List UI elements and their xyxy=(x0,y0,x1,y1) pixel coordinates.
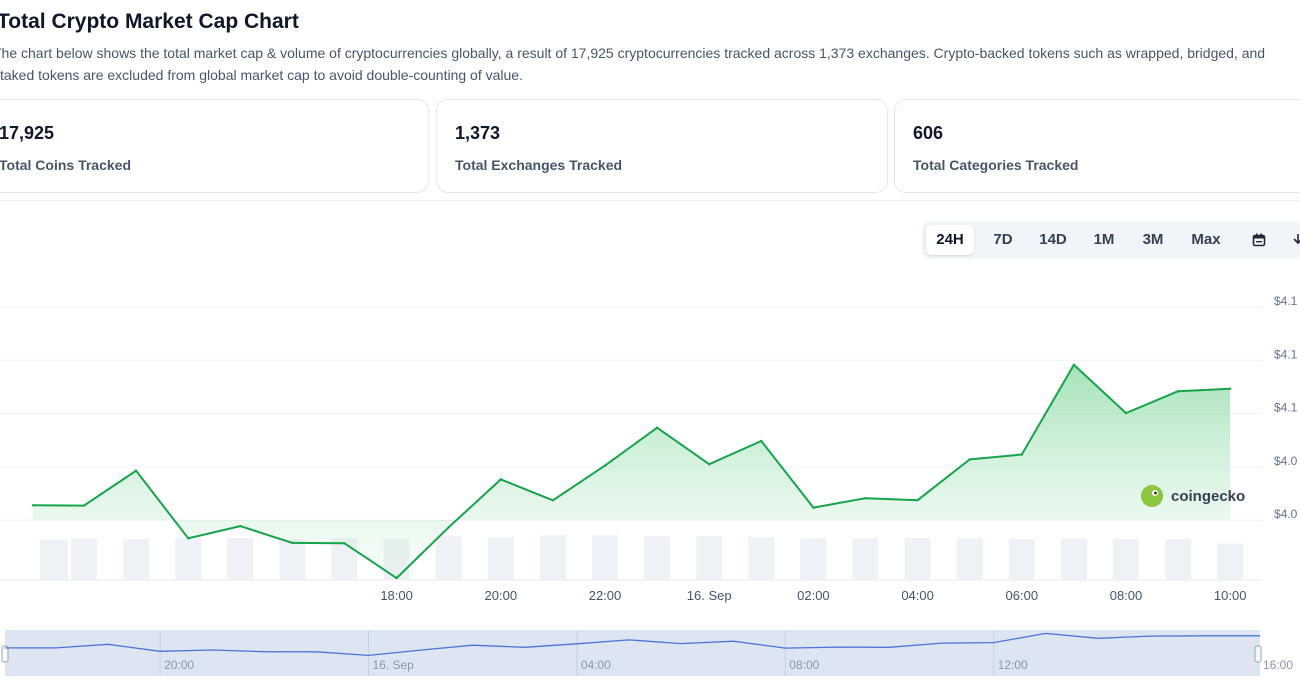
volume-bar xyxy=(696,536,723,580)
x-tick-label: 02:00 xyxy=(797,588,830,603)
volume-bar xyxy=(1217,543,1244,580)
navigator-tick-label: 20:00 xyxy=(164,658,194,672)
market-cap-area xyxy=(33,364,1231,579)
page-description: The chart below shows the total market c… xyxy=(0,45,1266,83)
volume-bar xyxy=(1008,538,1035,580)
range-14d-button[interactable]: 14D xyxy=(1039,231,1067,248)
volume-bar xyxy=(956,538,983,580)
navigator-tick-label: 12:00 xyxy=(998,658,1028,672)
x-tick-label: 16. Sep xyxy=(687,588,732,603)
stat-card-exchanges: 1,373 Total Exchanges Tracked xyxy=(436,99,888,193)
volume-bar xyxy=(435,536,462,580)
market-cap-point[interactable] xyxy=(1124,411,1128,415)
market-cap-point[interactable] xyxy=(395,576,398,580)
x-tick-label: 18:00 xyxy=(380,588,413,603)
stat-value-coins: 17,925 xyxy=(0,123,55,143)
volume-bar xyxy=(71,538,97,580)
market-cap-point[interactable] xyxy=(812,506,815,509)
volume-bar xyxy=(644,536,671,580)
volume-bar xyxy=(852,538,879,580)
volume-bar xyxy=(1060,538,1087,580)
volume-bar xyxy=(748,536,775,580)
volume-bar xyxy=(1113,538,1139,580)
stat-label-categories: Total Categories Tracked xyxy=(913,157,1079,173)
market-cap-point[interactable] xyxy=(968,458,971,461)
volume-bar xyxy=(487,536,514,580)
market-cap-point[interactable] xyxy=(916,498,919,502)
x-tick-label: 10:00 xyxy=(1214,588,1247,603)
coingecko-logo-icon xyxy=(1141,485,1163,507)
market-cap-point[interactable] xyxy=(187,537,190,540)
navigator-selection[interactable] xyxy=(5,630,1260,676)
volume-bar xyxy=(175,538,202,580)
section-divider xyxy=(0,200,1300,201)
coingecko-watermark: coingecko xyxy=(1141,485,1245,507)
volume-bar xyxy=(39,539,68,580)
market-cap-point[interactable] xyxy=(31,504,35,507)
market-cap-point[interactable] xyxy=(655,426,659,429)
volume-bar xyxy=(123,538,150,580)
market-cap-point[interactable] xyxy=(1176,390,1180,393)
navigator-tick-label: 04:00 xyxy=(581,658,611,672)
market-cap-point[interactable] xyxy=(447,526,450,529)
market-cap-point[interactable] xyxy=(343,542,346,545)
market-cap-point[interactable] xyxy=(1229,387,1232,390)
volume-bar xyxy=(904,537,931,580)
y-tick-label: $4.0 xyxy=(1274,454,1298,468)
x-tick-label: 08:00 xyxy=(1110,588,1143,603)
market-cap-point[interactable] xyxy=(760,439,763,443)
navigator-tick-label: 16:00 xyxy=(1263,658,1293,672)
stat-value-categories: 606 xyxy=(913,123,944,143)
x-tick-label: 22:00 xyxy=(589,588,622,603)
x-tick-label: 06:00 xyxy=(1006,588,1039,603)
market-cap-chart[interactable]: $4.1 $4.1 $4.1 $4.0 $4.0 18:00 20:00 22:00 16. … xyxy=(0,270,1300,700)
stat-label-exchanges: Total Exchanges Tracked xyxy=(455,157,623,173)
range-3m-button[interactable]: 3M xyxy=(1142,231,1164,248)
stat-card-coins: 17,925 Total Coins Tracked xyxy=(0,99,429,193)
range-7d-button[interactable]: 7D xyxy=(993,231,1013,248)
range-max-button[interactable]: Max xyxy=(1191,231,1221,248)
y-tick-label: $4.1 xyxy=(1274,347,1298,361)
market-cap-point[interactable] xyxy=(499,478,502,481)
export-icon[interactable] xyxy=(1288,225,1300,255)
navigator-handle-right[interactable] xyxy=(1254,645,1262,663)
market-cap-point[interactable] xyxy=(1020,453,1023,456)
navigator-tick-label: 16. Sep xyxy=(372,658,414,672)
watermark-text: coingecko xyxy=(1171,488,1245,505)
volume-bar xyxy=(539,535,566,580)
market-cap-point[interactable] xyxy=(603,464,607,467)
page-title: Total Crypto Market Cap Chart xyxy=(0,10,299,33)
volume-bar xyxy=(227,537,254,580)
navigator-handle-left[interactable] xyxy=(1,645,9,663)
market-cap-point[interactable] xyxy=(864,497,867,500)
market-cap-point[interactable] xyxy=(1072,363,1076,366)
y-tick-label: $4.0 xyxy=(1274,507,1298,521)
navigator-series-line xyxy=(5,632,1260,657)
market-cap-point[interactable] xyxy=(708,463,711,466)
volume-bar xyxy=(1165,538,1192,580)
stat-value-exchanges: 1,373 xyxy=(455,123,501,143)
stat-card-categories: 606 Total Categories Tracked xyxy=(894,99,1300,193)
volume-bar xyxy=(279,538,306,580)
market-cap-point[interactable] xyxy=(82,504,86,507)
market-cap-line[interactable] xyxy=(32,363,1231,580)
x-tick-label: 20:00 xyxy=(485,588,518,603)
market-cap-point[interactable] xyxy=(291,541,294,545)
stat-label-coins: Total Coins Tracked xyxy=(0,157,131,173)
x-tick-label: 04:00 xyxy=(901,588,934,603)
market-cap-point[interactable] xyxy=(551,499,555,502)
y-tick-label: $4.1 xyxy=(1274,294,1298,308)
navigator-tick-label: 08:00 xyxy=(789,658,819,672)
volume-bar xyxy=(592,535,618,580)
calendar-icon[interactable] xyxy=(1240,225,1278,255)
y-tick-label: $4.1 xyxy=(1274,401,1298,415)
volume-bar xyxy=(800,538,827,580)
time-range-selector: 24H 7D 14D 1M 3M Max xyxy=(922,221,1300,259)
chart-navigator[interactable]: 20:00 16. Sep 04:00 08:00 12:00 16:00 xyxy=(1,630,1293,676)
range-1m-button[interactable]: 1M xyxy=(1093,231,1115,248)
range-24h-button[interactable]: 24H xyxy=(926,225,974,255)
market-cap-point[interactable] xyxy=(239,524,242,528)
market-cap-point[interactable] xyxy=(134,469,138,472)
